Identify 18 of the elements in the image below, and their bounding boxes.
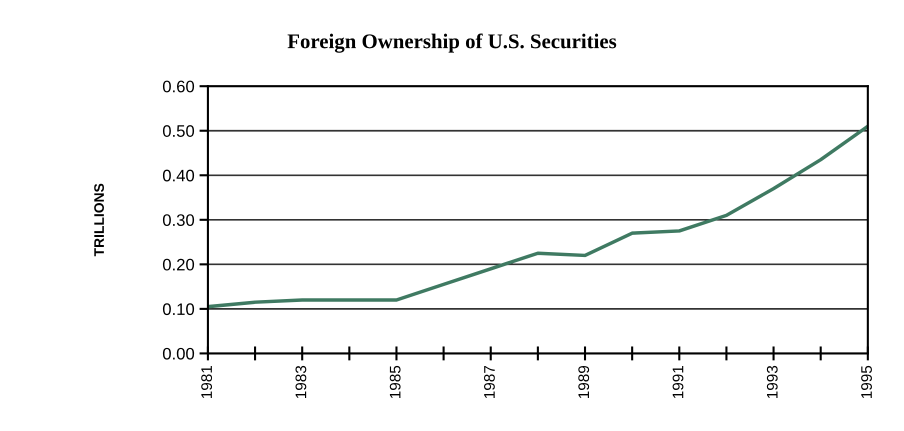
chart-title: Foreign Ownership of U.S. Securities <box>288 33 616 53</box>
y-axis-title: TRILLIONS <box>94 184 104 256</box>
y-tick-label: 0.30 <box>162 214 194 226</box>
y-tick-label: 0.00 <box>162 348 194 360</box>
x-tick-label: 1989 <box>578 366 590 398</box>
x-tick-label: 1991 <box>672 366 684 398</box>
y-tick-label: 0.20 <box>162 258 194 271</box>
y-tick-label: 0.50 <box>162 125 194 137</box>
y-tick-label: 0.10 <box>162 303 194 316</box>
x-tick-label: 1981 <box>201 366 212 398</box>
y-tick-label: 0.60 <box>162 80 194 92</box>
x-tick-label: 1993 <box>766 366 778 398</box>
x-tick-label: 1995 <box>861 366 872 398</box>
line-series <box>208 124 868 308</box>
y-tick-label: 0.40 <box>162 170 194 182</box>
x-tick-label: 1983 <box>295 366 306 398</box>
x-tick-label: 1985 <box>390 366 401 398</box>
x-tick-label: 1987 <box>484 366 495 398</box>
